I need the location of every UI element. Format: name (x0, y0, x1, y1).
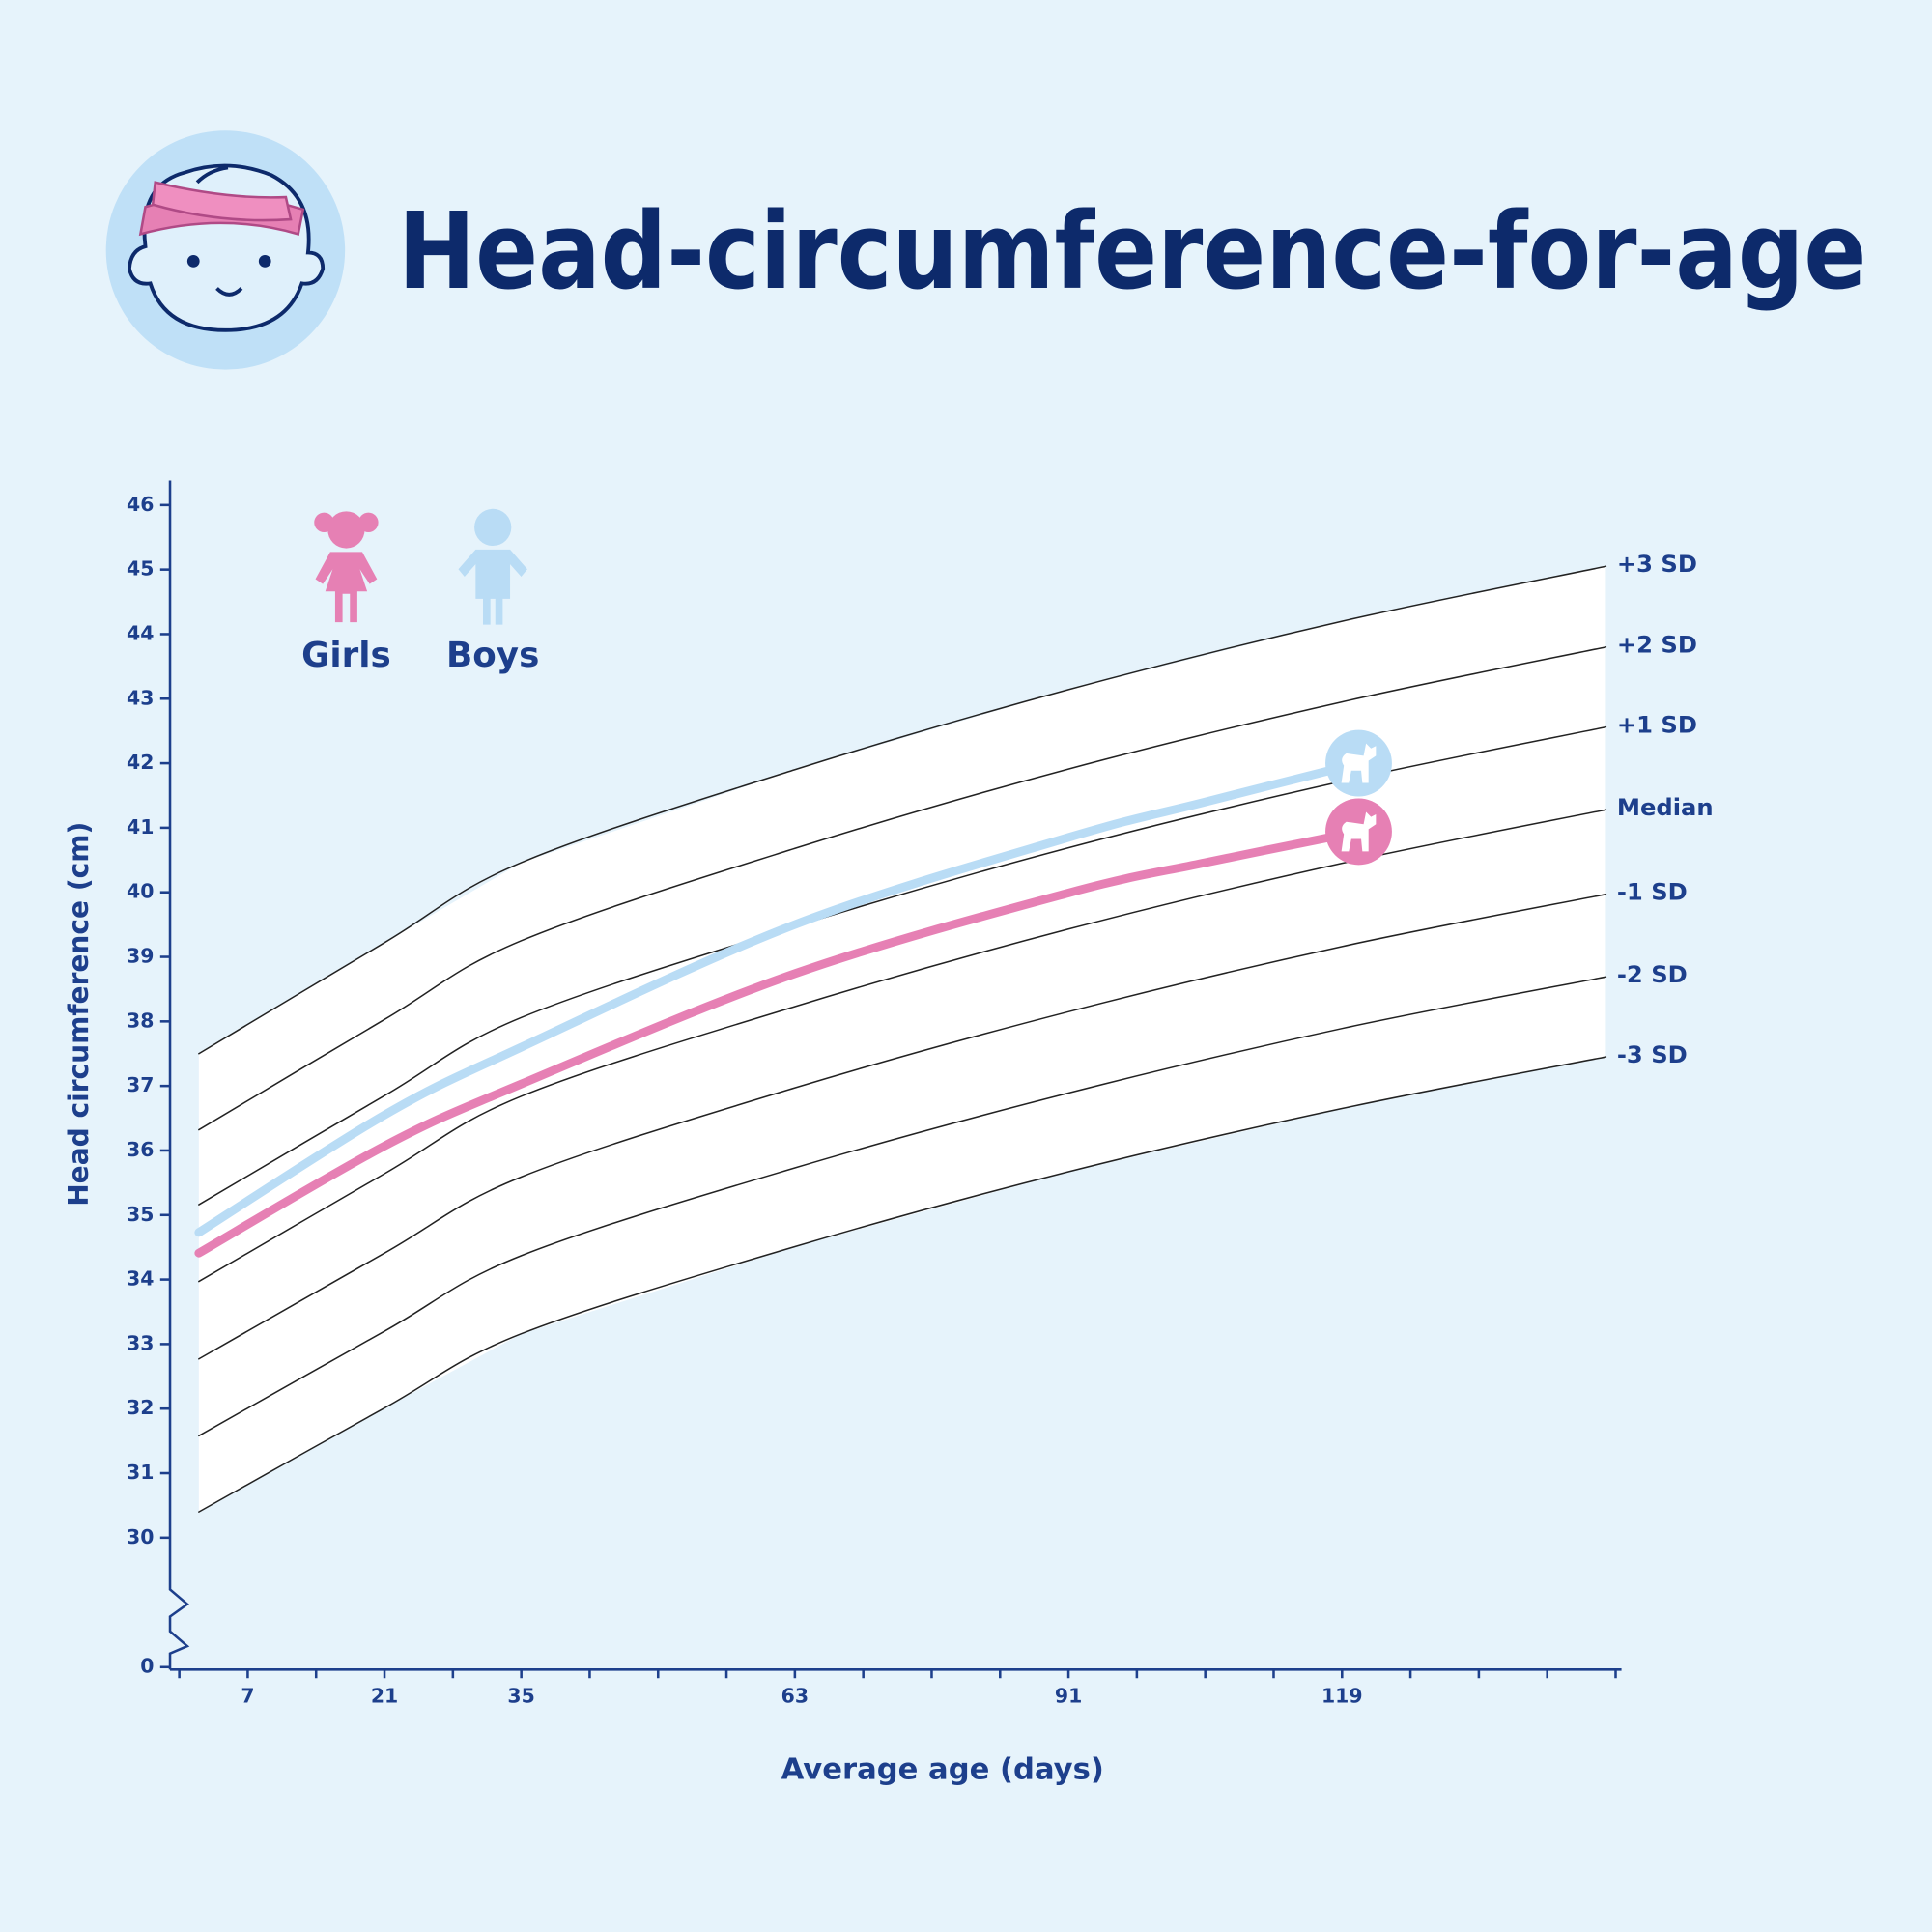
y-tick-label: 33 (127, 1331, 154, 1354)
y-tick-label: 39 (127, 945, 154, 968)
data-line (194, 758, 1363, 1237)
girl-icon (314, 511, 379, 623)
line-label: +1 SD (1617, 711, 1697, 738)
y-tick-label: 45 (127, 557, 154, 581)
x-tick-label: 21 (371, 1684, 398, 1707)
reference-line (198, 976, 1607, 1437)
reference-line (198, 1056, 1607, 1513)
reference-line (198, 809, 1607, 1283)
dog-icon (1341, 811, 1377, 852)
line-label: +3 SD (1617, 551, 1697, 578)
x-tick-label: 63 (781, 1684, 809, 1707)
dog-icon (1341, 743, 1377, 783)
y-tick-label: 41 (127, 815, 154, 838)
legend-label: Boys (446, 636, 539, 675)
reference-line (198, 893, 1607, 1360)
baby-icon (105, 130, 346, 370)
x-tick-label: 35 (507, 1684, 534, 1707)
line-label: -1 SD (1617, 878, 1688, 905)
y-tick-label: 35 (127, 1203, 154, 1226)
x-axis-label: Average age (days) (781, 1752, 1104, 1786)
reference-line (198, 646, 1607, 1131)
line-label: -2 SD (1617, 961, 1688, 988)
end-marker (1325, 798, 1392, 866)
y-tick-label: 34 (127, 1267, 154, 1291)
y-tick-label: 32 (127, 1396, 154, 1419)
y-tick-label: 38 (127, 1009, 154, 1032)
x-tick-label: 119 (1321, 1684, 1363, 1707)
boy-icon (458, 508, 527, 625)
line-label: +2 SD (1617, 632, 1697, 659)
x-tick-label: 7 (241, 1684, 254, 1707)
y-tick-label: 43 (127, 686, 154, 709)
y-tick-label: 36 (127, 1138, 154, 1161)
y-tick-label: 30 (127, 1525, 154, 1548)
y-tick-label: 44 (127, 621, 154, 644)
y-axis-label: Head circumference (cm) (63, 822, 95, 1207)
chart-title: Head-circumference-for-age (398, 189, 1866, 313)
line-label: Median (1617, 794, 1714, 821)
y-tick-label: 31 (127, 1461, 154, 1484)
reference-band (198, 566, 1606, 1513)
y-tick-label: 42 (127, 751, 154, 774)
y-tick-label: 46 (127, 493, 154, 516)
y-tick-label: 37 (127, 1073, 154, 1096)
line-label: -3 SD (1617, 1041, 1688, 1068)
y-tick-label: 0 (140, 1655, 154, 1678)
legend-label: Girls (301, 636, 391, 675)
y-tick-label: 40 (127, 880, 154, 903)
data-line (194, 827, 1363, 1258)
end-marker (1325, 729, 1392, 797)
reference-line (198, 565, 1607, 1055)
x-tick-label: 91 (1055, 1684, 1082, 1707)
y-axis (168, 480, 190, 1670)
